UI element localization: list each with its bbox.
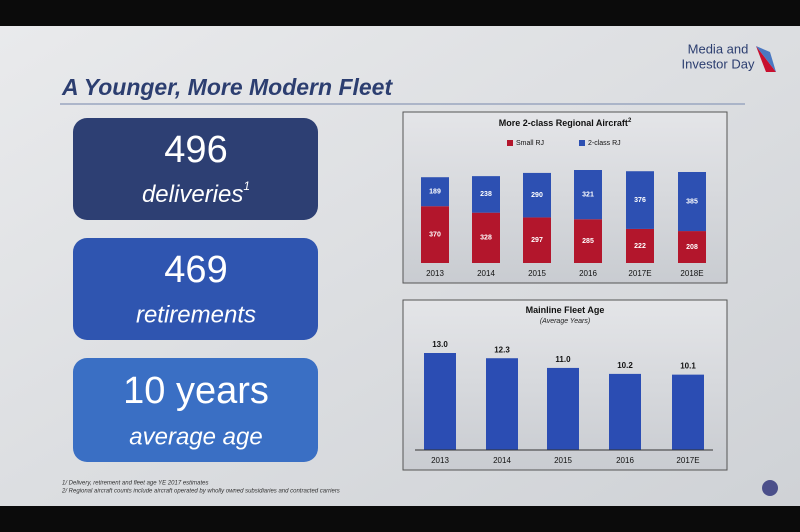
data-label: 12.3 bbox=[494, 345, 510, 354]
data-label: 222 bbox=[634, 243, 646, 250]
logo bbox=[756, 46, 776, 72]
data-label: 10.1 bbox=[680, 362, 696, 371]
bar-segment bbox=[472, 212, 500, 263]
footnote: 2/ Regional aircraft counts include airc… bbox=[61, 489, 340, 495]
data-label: 376 bbox=[634, 197, 646, 204]
stat-label: retirements bbox=[136, 301, 256, 328]
bar bbox=[609, 373, 641, 450]
stat-value: 469 bbox=[164, 249, 227, 291]
x-tick-label: 2014 bbox=[493, 456, 511, 465]
corner-badge bbox=[762, 480, 778, 496]
stat-label: average age bbox=[129, 423, 262, 450]
chart-subtitle: (Average Years) bbox=[540, 318, 590, 325]
x-tick-label: 2015 bbox=[554, 456, 572, 465]
chart-panel bbox=[402, 111, 728, 284]
chart-title: More 2-class Regional Aircraft bbox=[499, 118, 628, 128]
data-label: 370 bbox=[429, 231, 441, 238]
footnote-mark: 1 bbox=[243, 179, 250, 193]
x-tick-label: 2016 bbox=[579, 269, 597, 278]
brand: Investor Day bbox=[682, 56, 755, 71]
data-label: 285 bbox=[582, 238, 594, 245]
bar bbox=[486, 358, 518, 450]
legend-label: Small RJ bbox=[516, 140, 544, 147]
bar-segment bbox=[626, 228, 654, 263]
footnote: 1/ Delivery, retirement and fleet age YE… bbox=[62, 481, 209, 487]
slide-title: A Younger, More Modern Fleet bbox=[61, 74, 393, 100]
bar-segment bbox=[678, 171, 706, 232]
chart-title: More 2-class Regional Aircraft2 bbox=[499, 118, 632, 129]
chart-title: Mainline Fleet Age bbox=[526, 305, 605, 315]
data-label: 321 bbox=[582, 191, 594, 198]
bar-segment bbox=[574, 170, 602, 220]
stat-value: 10 years bbox=[123, 370, 269, 412]
x-tick-label: 2017E bbox=[628, 269, 651, 278]
data-label: 238 bbox=[480, 191, 492, 198]
data-label: 189 bbox=[429, 189, 441, 196]
x-tick-label: 2018E bbox=[680, 269, 703, 278]
stat-value: 496 bbox=[164, 129, 227, 171]
bar-segment bbox=[678, 231, 706, 263]
bar-segment bbox=[421, 177, 449, 207]
bar-segment bbox=[523, 217, 551, 263]
stat-box bbox=[73, 238, 318, 340]
bar-segment bbox=[523, 172, 551, 218]
legend-label: 2-class RJ bbox=[588, 140, 621, 147]
data-label: 290 bbox=[531, 192, 543, 199]
data-label: 11.0 bbox=[555, 355, 571, 364]
legend-swatch bbox=[507, 140, 513, 146]
x-tick-label: 2013 bbox=[431, 456, 449, 465]
data-label: 10.2 bbox=[617, 361, 633, 370]
bar bbox=[424, 353, 456, 450]
data-label: 385 bbox=[686, 198, 698, 205]
legend-swatch bbox=[579, 140, 585, 146]
data-label: 208 bbox=[686, 244, 698, 251]
bar bbox=[672, 374, 704, 450]
bar-segment bbox=[421, 206, 449, 263]
stat-box bbox=[73, 358, 318, 462]
bar-segment bbox=[472, 176, 500, 213]
x-tick-label: 2017E bbox=[676, 456, 699, 465]
x-tick-label: 2015 bbox=[528, 269, 546, 278]
chart-title: Mainline Fleet Age bbox=[526, 305, 605, 315]
bar-segment bbox=[626, 171, 654, 229]
brand: Media and bbox=[688, 41, 749, 56]
bar-segment bbox=[574, 219, 602, 263]
stat-label: deliveries1 bbox=[142, 179, 250, 208]
x-tick-label: 2013 bbox=[426, 269, 444, 278]
footnote-mark: 2 bbox=[628, 118, 632, 124]
bar bbox=[547, 367, 579, 450]
data-label: 297 bbox=[531, 237, 543, 244]
data-label: 328 bbox=[480, 235, 492, 242]
stat-box bbox=[73, 118, 318, 220]
data-label: 13.0 bbox=[432, 340, 448, 349]
x-tick-label: 2014 bbox=[477, 269, 495, 278]
x-tick-label: 2016 bbox=[616, 456, 634, 465]
stat-label: deliveries bbox=[142, 181, 243, 208]
